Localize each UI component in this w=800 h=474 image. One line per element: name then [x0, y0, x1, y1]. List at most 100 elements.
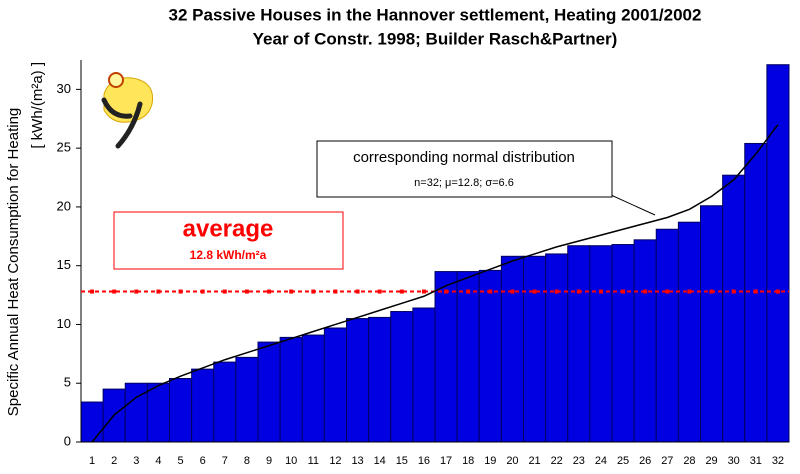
x-tick-label: 12 — [329, 455, 341, 467]
y-tick-label: 20 — [57, 198, 71, 213]
x-tick-label: 19 — [484, 455, 496, 467]
bar — [191, 368, 215, 443]
average-marker — [621, 289, 626, 294]
bar — [655, 228, 679, 443]
average-marker — [643, 289, 648, 294]
x-tick-label: 1 — [89, 455, 95, 467]
average-marker — [532, 289, 537, 294]
bar — [434, 271, 458, 443]
x-tick-label: 20 — [506, 455, 518, 467]
average-marker — [775, 289, 780, 294]
x-tick-label: 16 — [418, 455, 430, 467]
bar — [545, 253, 569, 443]
average-marker — [289, 289, 294, 294]
average-box — [113, 211, 344, 270]
average-marker — [90, 289, 95, 294]
bar — [390, 311, 414, 443]
bar — [146, 382, 170, 443]
bar — [611, 244, 635, 443]
average-marker — [333, 289, 338, 294]
average-marker — [444, 289, 449, 294]
x-tick-label: 2 — [111, 455, 117, 467]
normal-curve — [91, 124, 779, 443]
x-tick-label: 30 — [728, 455, 740, 467]
average-marker — [156, 289, 161, 294]
bar — [500, 255, 524, 443]
x-tick-label: 23 — [573, 455, 585, 467]
x-tick-label: 22 — [551, 455, 563, 467]
bar — [412, 307, 436, 443]
average-marker — [709, 289, 714, 294]
x-tick-label: 4 — [155, 455, 161, 467]
average-label: average — [183, 215, 274, 242]
average-marker — [510, 289, 515, 294]
bar — [235, 356, 259, 443]
average-marker — [665, 289, 670, 294]
bar — [346, 318, 370, 443]
bar — [567, 245, 591, 443]
average-marker — [222, 289, 227, 294]
average-marker — [753, 289, 758, 294]
x-tick-label: 29 — [705, 455, 717, 467]
chart-title: 32 Passive Houses in the Hannover settle… — [169, 5, 702, 24]
bar — [766, 64, 790, 443]
average-marker — [112, 289, 117, 294]
average-marker — [598, 289, 603, 294]
x-tick-label: 15 — [396, 455, 408, 467]
x-tick-label: 7 — [222, 455, 228, 467]
average-marker — [244, 289, 249, 294]
average-marker — [466, 289, 471, 294]
average-marker — [576, 289, 581, 294]
chart-subtitle: Year of Constr. 1998; Builder Rasch&Part… — [253, 29, 618, 48]
average-marker — [267, 289, 272, 294]
bar — [523, 255, 547, 443]
y-tick-label: 25 — [57, 140, 71, 155]
average-marker — [554, 289, 559, 294]
x-tick-label: 6 — [200, 455, 206, 467]
x-tick-label: 25 — [617, 455, 629, 467]
x-tick-label: 10 — [285, 455, 297, 467]
average-marker — [687, 289, 692, 294]
bar — [368, 316, 392, 443]
x-tick-label: 9 — [266, 455, 272, 467]
bar — [213, 361, 237, 443]
y-axis-label: Specific Annual Heat Consumption for Hea… — [5, 108, 22, 417]
x-tick-label: 13 — [351, 455, 363, 467]
bar — [169, 378, 193, 443]
bar — [722, 174, 746, 443]
average-marker — [355, 289, 360, 294]
bar — [589, 245, 613, 443]
x-tick-label: 5 — [178, 455, 184, 467]
bar — [456, 271, 480, 443]
y-tick-label: 0 — [64, 433, 71, 448]
average-marker — [731, 289, 736, 294]
bar — [124, 382, 148, 443]
y-axis-unit: [ kWh/(m²a) ] — [29, 62, 46, 149]
bar — [279, 336, 303, 443]
y-tick-label: 5 — [64, 375, 71, 390]
x-tick-label: 32 — [772, 455, 784, 467]
x-tick-label: 24 — [595, 455, 607, 467]
x-tick-label: 3 — [133, 455, 139, 467]
annotation-box — [316, 140, 613, 198]
average-marker — [421, 289, 426, 294]
x-tick-label: 11 — [308, 455, 319, 467]
x-tick-label: 26 — [639, 455, 651, 467]
x-tick-label: 14 — [374, 455, 386, 467]
x-tick-label: 31 — [750, 455, 762, 467]
bar — [80, 401, 104, 443]
x-tick-label: 27 — [661, 455, 673, 467]
y-tick-label: 10 — [57, 316, 71, 331]
average-marker — [178, 289, 183, 294]
average-marker — [200, 289, 205, 294]
bar — [323, 327, 347, 443]
x-tick-label: 18 — [462, 455, 474, 467]
logo — [101, 72, 154, 149]
annotation-title: corresponding normal distribution — [353, 149, 575, 166]
bar — [478, 269, 502, 443]
average-value-label: 12.8 kWh/m²a — [190, 248, 267, 262]
x-tick-label: 21 — [528, 455, 540, 467]
bar — [257, 341, 281, 443]
average-marker — [311, 289, 316, 294]
